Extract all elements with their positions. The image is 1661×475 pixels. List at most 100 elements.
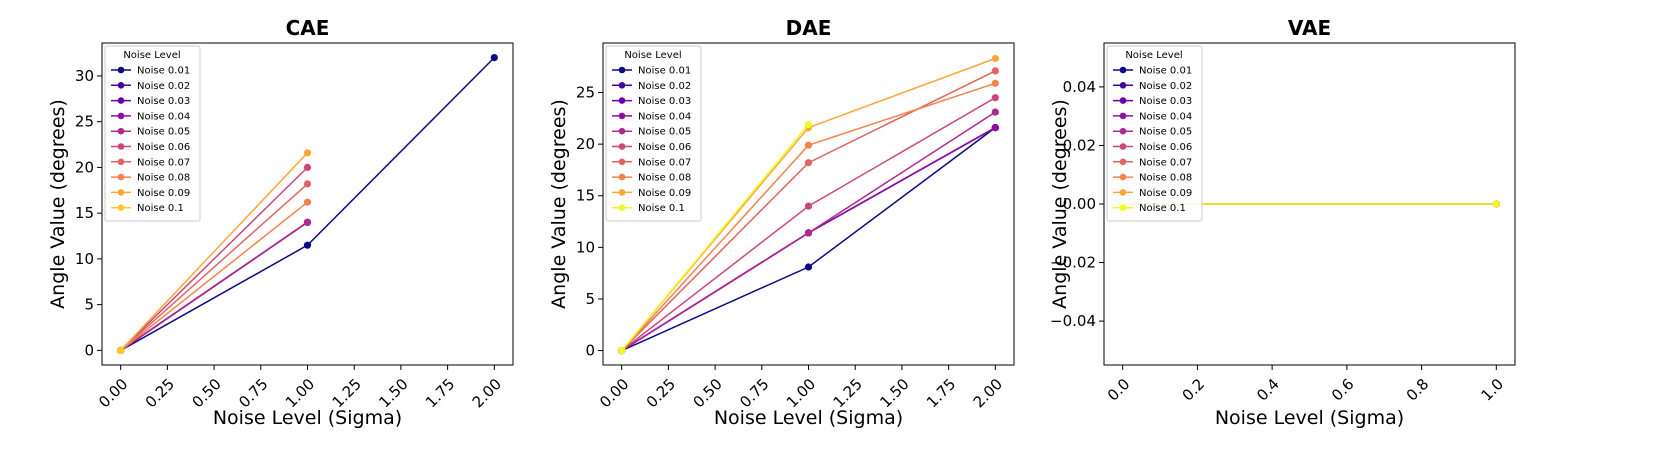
legend-swatch-marker	[618, 127, 626, 135]
legend-swatch-marker	[618, 189, 626, 196]
series-line	[621, 124, 810, 352]
legend-swatch-marker	[1119, 204, 1127, 211]
chart-title: VAE	[1288, 16, 1331, 40]
legend-entry: Noise 0.02	[638, 81, 691, 92]
y-tick-label: 5	[84, 296, 94, 314]
legend-entry: Noise 0.01	[137, 66, 190, 77]
data-point	[804, 120, 813, 129]
legend-entry: Noise 0.02	[1139, 81, 1192, 92]
legend-entry: Noise 0.1	[1139, 203, 1186, 214]
y-axis-label: Angle Value (degrees)	[1049, 99, 1071, 309]
y-tick-label: −0.04	[1050, 312, 1096, 330]
data-point	[804, 202, 813, 210]
legend-swatch-marker	[117, 173, 125, 181]
x-tick-label: 2.00	[970, 375, 1006, 411]
legend-swatch-marker	[1119, 66, 1127, 74]
legend-entry: Noise 0.09	[137, 188, 190, 199]
legend-swatch-marker	[618, 112, 626, 120]
legend-swatch-marker	[1119, 143, 1127, 150]
legend-swatch-marker	[117, 82, 125, 89]
legend-entry: Noise 0.06	[638, 142, 691, 153]
legend-swatch-marker	[117, 127, 125, 135]
x-tick-label: 0.8	[1403, 375, 1433, 405]
data-point	[303, 180, 312, 188]
data-point	[991, 54, 999, 63]
data-point	[804, 263, 813, 271]
legend-entry: Noise 0.1	[638, 203, 685, 214]
x-tick-label: 1.0	[1477, 375, 1507, 405]
y-tick-label: 0.02	[1063, 136, 1096, 154]
legend-title: Noise Level	[1125, 50, 1182, 61]
series-line	[120, 221, 308, 352]
data-point	[303, 198, 312, 206]
y-tick-label: 0	[585, 342, 595, 360]
y-tick-label: 5	[585, 290, 595, 308]
legend-entry: Noise 0.07	[1139, 157, 1192, 168]
data-point	[991, 67, 999, 75]
y-axis-label: Angle Value (degrees)	[548, 99, 570, 309]
legend-entry: Noise 0.03	[1139, 96, 1192, 107]
legend-entry: Noise 0.01	[638, 66, 691, 77]
data-point	[618, 347, 626, 355]
legend-entry: Noise 0.1	[137, 203, 184, 214]
legend-swatch-marker	[1119, 158, 1127, 166]
data-point	[303, 241, 312, 249]
legend-swatch-marker	[618, 66, 626, 74]
series-line	[120, 183, 308, 351]
data-point	[117, 346, 125, 354]
legend-swatch-marker	[618, 173, 626, 181]
data-point	[991, 79, 999, 87]
legend-swatch-marker	[117, 112, 125, 120]
legend-swatch-marker	[117, 158, 125, 166]
series-line	[120, 201, 308, 351]
chart-dae: DAE 0.00 0.25 0.50 0.75 1.00 1.25 1.50 1.75 2.00 0…	[548, 16, 1015, 429]
legend-entry: Noise 0.07	[137, 157, 190, 168]
y-tick-label: −0.02	[1050, 254, 1096, 272]
y-tick-label: 0.04	[1063, 78, 1096, 96]
legend-title: Noise Level	[123, 50, 180, 61]
x-tick-label: 1.50	[375, 375, 411, 411]
legend-entry: Noise 0.04	[137, 111, 190, 122]
x-tick-label: 0.4	[1253, 375, 1283, 405]
data-point	[991, 124, 999, 132]
chart-title: CAE	[286, 16, 330, 40]
data-point	[804, 141, 813, 149]
x-tick-label: 1.25	[830, 375, 866, 411]
legend-swatch-marker	[618, 158, 626, 166]
legend-swatch-marker	[1119, 173, 1127, 181]
legend-entry: Noise 0.08	[1139, 173, 1192, 184]
x-tick-label: 0.00	[95, 375, 131, 411]
y-tick-label: 15	[75, 204, 94, 222]
x-axis-label: Noise Level (Sigma)	[1215, 407, 1404, 429]
legend-swatch-marker	[1119, 97, 1127, 104]
x-tick-label: 1.00	[282, 375, 318, 411]
chart-title: DAE	[786, 16, 832, 40]
legend-entry: Noise 0.05	[137, 127, 190, 138]
legend-swatch-marker	[117, 143, 125, 150]
x-tick-label: 0.50	[689, 375, 725, 411]
x-tick-label: 0.25	[643, 375, 679, 411]
legend-entry: Noise 0.08	[137, 173, 190, 184]
data-point	[303, 149, 312, 157]
legend-swatch-marker	[618, 97, 626, 104]
legend-swatch-marker	[1119, 189, 1127, 196]
data-point	[490, 54, 498, 62]
data-point	[991, 108, 999, 116]
legend-entry: Noise 0.07	[638, 157, 691, 168]
x-tick-label: 2.00	[469, 375, 505, 411]
legend-swatch-marker	[117, 66, 125, 74]
legend-entry: Noise 0.05	[1139, 127, 1192, 138]
legend-swatch-marker	[117, 204, 125, 211]
y-tick-label: 0.00	[1063, 195, 1096, 213]
x-tick-label: 0.50	[188, 375, 224, 411]
data-point	[804, 229, 813, 237]
y-tick-label: 10	[576, 238, 595, 256]
series-line	[120, 152, 309, 351]
x-tick-label: 1.75	[422, 375, 458, 411]
y-tick-label: 20	[576, 135, 595, 153]
data-point	[303, 163, 312, 171]
legend-swatch-marker	[117, 97, 125, 104]
legend-entry: Noise 0.02	[137, 81, 190, 92]
series-group	[618, 54, 999, 355]
x-tick-label: 0.6	[1328, 375, 1358, 405]
